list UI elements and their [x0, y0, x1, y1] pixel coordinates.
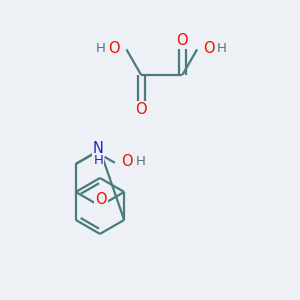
- Text: O: O: [96, 192, 107, 207]
- Text: H: H: [136, 155, 145, 168]
- Text: O: O: [204, 41, 215, 56]
- Text: O: O: [177, 33, 188, 48]
- Text: O: O: [121, 154, 133, 169]
- Text: O: O: [108, 41, 120, 56]
- Text: N: N: [93, 141, 104, 156]
- Text: H: H: [94, 154, 103, 167]
- Text: H: H: [96, 42, 106, 55]
- Text: H: H: [217, 42, 227, 55]
- Text: O: O: [135, 102, 147, 117]
